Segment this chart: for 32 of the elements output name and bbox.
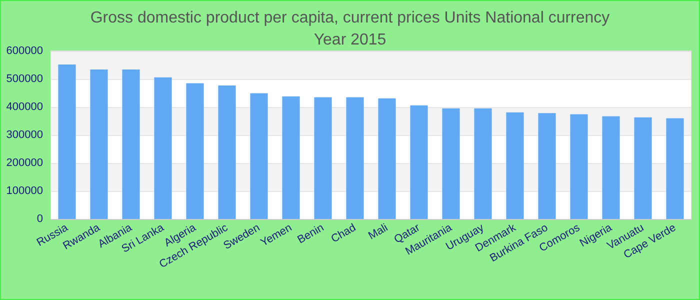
y-tick-label: 400000 <box>6 101 43 113</box>
bar <box>666 118 684 219</box>
y-tick-label: 300000 <box>6 129 43 141</box>
bar <box>250 93 268 219</box>
bar <box>474 108 492 219</box>
y-tick-label: 100000 <box>6 185 43 197</box>
x-tick-label: Mali <box>366 222 390 242</box>
bar <box>442 108 460 219</box>
bar <box>602 116 620 219</box>
bar <box>570 114 588 219</box>
y-tick-label: 500000 <box>6 73 43 85</box>
bar <box>346 97 364 219</box>
bar <box>538 113 556 219</box>
chart-subtitle: Year 2015 <box>314 32 386 48</box>
bar <box>186 83 204 219</box>
x-tick-label: Benin <box>296 222 326 246</box>
x-tick-label: Chad <box>329 222 358 246</box>
bar <box>506 112 524 219</box>
y-tick-label: 200000 <box>6 157 43 169</box>
bar <box>218 85 236 219</box>
bar <box>282 96 300 219</box>
bar <box>634 117 652 219</box>
chart-title: Gross domestic product per capita, current prices Units National currency <box>90 10 610 26</box>
bar <box>154 77 172 219</box>
bar <box>378 98 396 219</box>
bar <box>58 64 76 219</box>
bar <box>410 105 428 219</box>
bar <box>122 69 140 219</box>
y-tick-label: 0 <box>36 213 43 225</box>
y-tick-label: 600000 <box>6 45 43 57</box>
bar <box>314 97 332 219</box>
bar <box>90 69 108 219</box>
